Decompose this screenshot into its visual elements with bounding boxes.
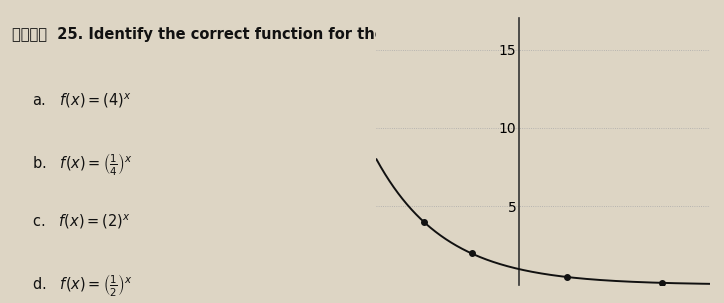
Text: a.   $f(x) = (4)^x$: a. $f(x) = (4)^x$ <box>32 91 132 109</box>
Text: ⒶⒷⒸⒹ  25. Identify the correct function for the graph below.: ⒶⒷⒸⒹ 25. Identify the correct function f… <box>12 27 497 42</box>
Text: c.   $f(x) = (2)^x$: c. $f(x) = (2)^x$ <box>32 212 131 231</box>
Text: b.   $f(x) = \left(\frac{1}{4}\right)^x$: b. $f(x) = \left(\frac{1}{4}\right)^x$ <box>32 152 132 178</box>
Text: d.   $f(x) = \left(\frac{1}{2}\right)^x$: d. $f(x) = \left(\frac{1}{2}\right)^x$ <box>32 273 132 299</box>
